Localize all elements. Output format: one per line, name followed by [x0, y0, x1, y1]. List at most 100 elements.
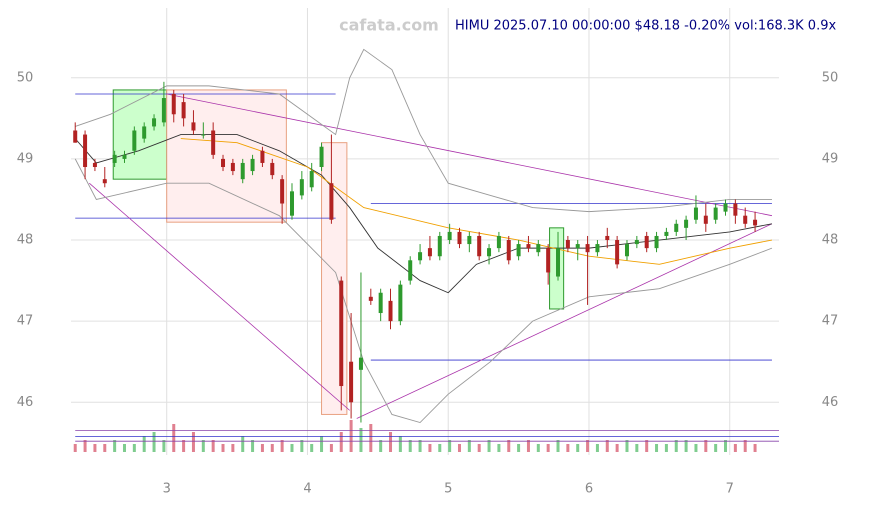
x-tick-label: 5 — [444, 482, 452, 497]
candle-body — [112, 154, 117, 163]
volume-bar — [359, 428, 363, 452]
volume-bar — [389, 432, 393, 452]
trend-line — [356, 223, 773, 419]
candle-body — [516, 244, 521, 257]
volume-bar — [714, 444, 718, 452]
volume-bar — [300, 440, 304, 452]
candle-body — [703, 215, 708, 224]
zone-box — [166, 89, 287, 223]
volume-bar — [310, 444, 314, 452]
candle-body — [398, 284, 403, 322]
volume-bar — [694, 444, 698, 452]
candle-body — [388, 300, 393, 322]
volume-bar — [260, 444, 264, 452]
candle-body — [349, 361, 354, 403]
candle-body — [289, 191, 294, 216]
candle-body — [556, 248, 561, 277]
volume-bar — [704, 440, 708, 452]
volume-bar — [674, 440, 678, 452]
candle-body — [437, 235, 442, 257]
candle-body — [368, 296, 373, 301]
y-tick-label: 46 — [17, 395, 34, 410]
volume-bar — [487, 440, 491, 452]
candle-body — [624, 244, 629, 257]
candle-body — [329, 183, 334, 220]
candle-body — [457, 231, 462, 245]
candle-body — [339, 280, 344, 387]
volume-bar — [280, 440, 284, 452]
volume-bar — [753, 444, 757, 452]
candle-body — [270, 162, 275, 176]
candle-body — [565, 240, 570, 249]
zone-box — [321, 142, 348, 415]
candle-body — [171, 93, 176, 115]
candle-body — [536, 244, 541, 253]
volume-bar — [526, 440, 530, 452]
candle-body — [693, 207, 698, 220]
candle-body — [299, 179, 304, 196]
candle-body — [506, 240, 511, 261]
x-tick-label: 7 — [726, 482, 734, 497]
volume-bar — [546, 444, 550, 452]
candle-body — [319, 146, 324, 168]
candle-body — [230, 162, 235, 172]
volume-bar — [320, 436, 324, 452]
volume-bar — [83, 440, 87, 452]
candle-body — [73, 130, 78, 143]
candle-body — [132, 130, 137, 151]
volume-bar — [172, 424, 176, 452]
trend-line — [166, 93, 773, 217]
candle-body — [674, 223, 679, 232]
overlay-line — [74, 134, 773, 294]
volume-bar — [201, 440, 205, 452]
candle-body — [684, 219, 689, 228]
volume-bar — [182, 440, 186, 452]
volume-bar — [733, 444, 737, 452]
volume-bar — [724, 440, 728, 452]
volume-bar — [566, 444, 570, 452]
candle-body — [467, 235, 472, 245]
volume-bar — [132, 444, 136, 452]
candle-body — [496, 235, 501, 249]
trend-line — [89, 182, 350, 411]
volume-bar — [93, 444, 97, 452]
candle-body — [615, 240, 620, 265]
volume-bar — [595, 444, 599, 452]
volume-bar — [448, 440, 452, 452]
volume-bar — [221, 444, 225, 452]
y-tick-label: 47 — [17, 314, 34, 329]
overlay-line — [180, 138, 773, 265]
volume-bar — [339, 432, 343, 452]
volume-bar — [605, 440, 609, 452]
candle-body — [634, 240, 639, 245]
candle-body — [408, 260, 413, 281]
candle-body — [733, 203, 738, 216]
volume-bar — [113, 440, 117, 452]
volume-bar — [743, 440, 747, 452]
volume-bar — [73, 444, 77, 452]
y-tick-label-right: 47 — [822, 314, 839, 329]
x-tick-label: 3 — [163, 482, 171, 497]
candle-body — [240, 162, 245, 180]
volume-bar — [497, 444, 501, 452]
candle-body — [487, 248, 492, 257]
volume-bar — [418, 440, 422, 452]
volume-bar — [231, 444, 235, 452]
volume-bar — [428, 444, 432, 452]
candle-body — [526, 244, 531, 249]
volume-bar — [369, 424, 373, 452]
volume-bar — [290, 444, 294, 452]
candle-body — [585, 244, 590, 253]
candle-body — [743, 215, 748, 224]
overlay-line — [74, 158, 773, 424]
y-tick-label-right: 46 — [822, 395, 839, 410]
volume-bar — [142, 436, 146, 452]
volume-bar — [251, 440, 255, 452]
y-tick-label: 48 — [17, 233, 34, 248]
volume-bar — [684, 440, 688, 452]
watermark: cafata.com — [339, 16, 439, 35]
candle-body — [644, 235, 649, 249]
y-tick-label-right: 49 — [822, 151, 839, 166]
volume-bar — [122, 444, 126, 452]
candle-body — [723, 203, 728, 212]
